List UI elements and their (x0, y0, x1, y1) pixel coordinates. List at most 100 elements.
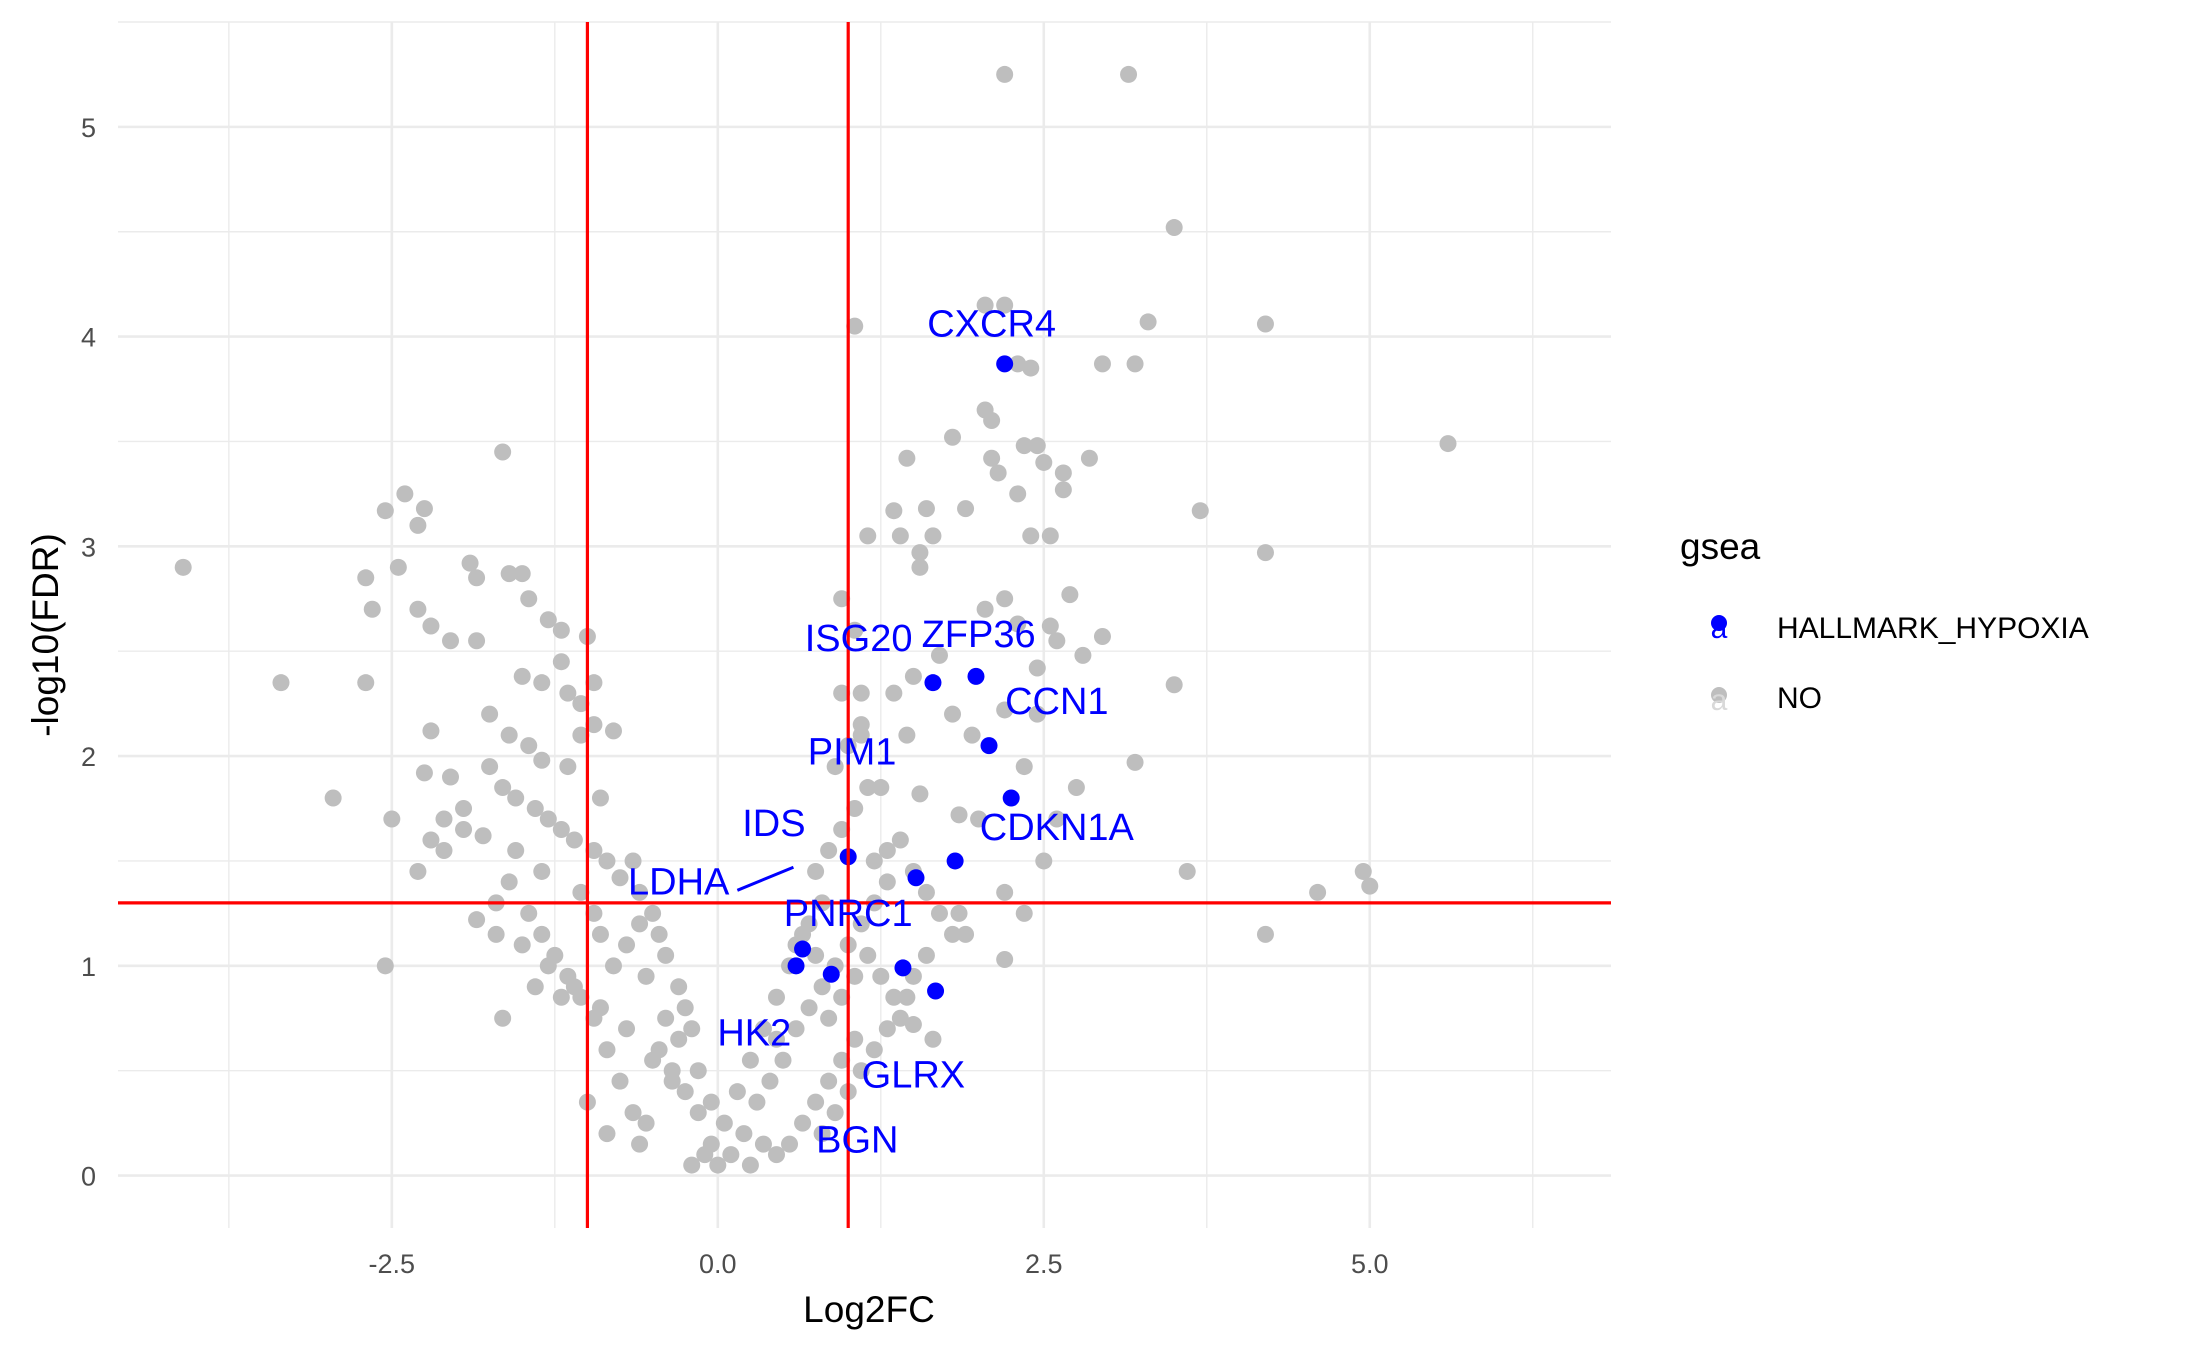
point-no (846, 1030, 864, 1048)
point-no (1256, 925, 1274, 943)
point-no (559, 758, 577, 776)
point-no (1015, 904, 1033, 922)
point-no (455, 800, 473, 818)
point-no (859, 946, 877, 964)
point-no (1022, 527, 1040, 545)
point-no (689, 1062, 707, 1080)
point-no (1067, 779, 1085, 797)
point-no (565, 978, 583, 996)
point-no (461, 554, 479, 572)
point-no (885, 988, 903, 1006)
point-no (533, 925, 551, 943)
point-no (585, 716, 603, 734)
point-no (363, 600, 381, 618)
point-no (794, 925, 812, 943)
point-no (709, 1156, 727, 1174)
point-no (891, 1009, 909, 1027)
point-no (670, 1030, 688, 1048)
point-no (585, 841, 603, 859)
point-no (1165, 676, 1183, 694)
point-no (591, 925, 609, 943)
point-no (1080, 449, 1098, 467)
point-no (865, 852, 883, 870)
point-hallmark-hypoxia (967, 667, 985, 685)
point-hallmark-hypoxia (946, 852, 964, 870)
gene-label-isg20: ISG20 (805, 618, 913, 660)
point-no (754, 1135, 772, 1153)
point-no (996, 65, 1014, 83)
point-no (481, 705, 499, 723)
point-no (591, 789, 609, 807)
point-no (1061, 586, 1079, 604)
point-no (741, 1051, 759, 1069)
point-no (735, 1125, 753, 1143)
point-no (507, 841, 525, 859)
point-no (1439, 435, 1457, 453)
point-no (1028, 437, 1046, 455)
point-no (1191, 502, 1209, 520)
ldha-connector (736, 865, 795, 892)
legend-label-hallmark-hypoxia: HALLMARK_HYPOXIA (1777, 612, 2089, 645)
point-no (481, 758, 499, 776)
y-axis-title: -log10(FDR) (25, 533, 66, 737)
x-tick-label: 5.0 (1351, 1249, 1389, 1279)
point-no (637, 967, 655, 985)
point-no (820, 841, 838, 859)
point-no (950, 904, 968, 922)
point-no (507, 789, 525, 807)
point-no (996, 883, 1014, 901)
point-hallmark-hypoxia (924, 674, 942, 692)
point-no (1015, 758, 1033, 776)
point-no (1009, 355, 1027, 373)
point-no (683, 1156, 701, 1174)
point-no (1022, 359, 1040, 377)
point-no (422, 617, 440, 635)
point-no (852, 915, 870, 933)
point-hallmark-hypoxia (927, 982, 945, 1000)
point-no (526, 978, 544, 996)
point-no (859, 527, 877, 545)
point-no (1361, 877, 1379, 895)
point-no (852, 716, 870, 734)
series-hallmark-hypoxia (787, 355, 1020, 1000)
point-no (748, 1093, 766, 1111)
x-tick-label: 0.0 (699, 1249, 737, 1279)
point-no (930, 904, 948, 922)
point-no (885, 684, 903, 702)
point-no (442, 632, 460, 650)
legend-label-no: NO (1777, 682, 1822, 715)
point-no (917, 946, 935, 964)
point-no (513, 667, 531, 685)
point-no (422, 722, 440, 740)
point-no (539, 611, 557, 629)
legend-entry-no: a NO (1711, 682, 1822, 717)
point-no (585, 904, 603, 922)
point-no (1035, 453, 1053, 471)
point-no (807, 946, 825, 964)
point-no (983, 412, 1001, 430)
point-no (631, 1135, 649, 1153)
legend: gsea a HALLMARK_HYPOXIA a NO (1680, 526, 2089, 717)
point-no (1041, 527, 1059, 545)
point-no (1126, 753, 1144, 771)
point-no (807, 1093, 825, 1111)
point-no (598, 1041, 616, 1059)
point-no (970, 810, 988, 828)
point-no (572, 883, 590, 901)
point-no (500, 873, 518, 891)
y-tick-label: 0 (81, 1162, 96, 1192)
point-no (989, 464, 1007, 482)
point-no (976, 296, 994, 314)
point-no (911, 785, 929, 803)
point-no (917, 883, 935, 901)
point-no (1028, 705, 1046, 723)
point-no (533, 862, 551, 880)
point-no (800, 999, 818, 1017)
y-tick-label: 1 (81, 952, 96, 982)
y-tick-label: 2 (81, 742, 96, 772)
point-no (494, 779, 512, 797)
point-no (957, 925, 975, 943)
point-no (357, 569, 375, 587)
point-no (631, 883, 649, 901)
